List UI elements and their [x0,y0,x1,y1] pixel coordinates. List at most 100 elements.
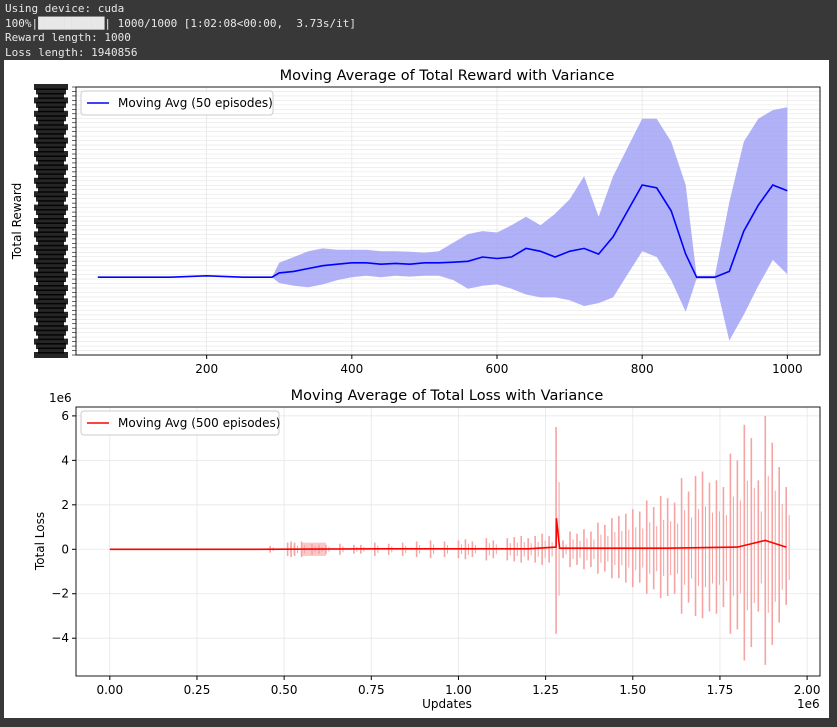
console-line: Loss length: 1940856 [5,45,138,59]
reward-y-tick-label-smudge [36,168,66,175]
reward-y-tick-label-smudge [38,307,64,314]
loss-legend: Moving Avg (500 episodes) [80,410,280,436]
reward-y-tick-label-smudge [38,253,64,260]
loss-y-tick-label: 4 [61,453,69,467]
reward-y-tick-label-smudge [38,347,64,354]
reward-y-tick-label-smudge [36,235,66,242]
loss-y-scale-label: 1e6 [49,391,72,405]
loss-y-ticks: −4 −2 0 2 4 6 [51,409,76,645]
reward-y-tick-label-smudge [36,249,66,256]
reward-y-tick-label-smudge [34,231,68,238]
loss-chart-title: Moving Average of Total Loss with Varian… [291,388,604,404]
reward-y-tick-label-smudge [34,325,68,332]
reward-y-tick-label-smudge [34,298,68,305]
reward-chart-title: Moving Average of Total Reward with Vari… [280,68,615,84]
loss-x-tick-label: 0.25 [184,683,211,697]
reward-x-tick-label: 600 [486,362,509,376]
reward-y-tick-label-smudge [36,142,66,149]
reward-y-tick-label-smudge [38,226,64,233]
reward-y-tick-label-smudge [34,311,68,318]
loss-y-tick-label: 2 [61,498,69,512]
reward-variance-band [97,107,788,341]
reward-y-tick-label-smudge [38,240,64,247]
reward-y-tick-label-smudge [34,84,68,90]
reward-y-tick-label-smudge [34,124,68,131]
loss-moving-average [109,518,787,551]
loss-x-tick-label: 1.75 [707,683,734,697]
reward-y-tick-label-smudge [34,151,68,157]
loss-x-scale-label: 1e6 [797,697,820,711]
reward-y-tick-label-smudge [36,343,66,350]
reward-moving-average-line [97,184,788,278]
loss-y-tick-label: −2 [51,587,69,601]
reward-y-tick-label-smudge [38,213,64,220]
console-line: Reward length: 1000 [5,31,131,45]
reward-y-tick-label-smudge [34,352,68,358]
loss-y-tick-label: −4 [51,631,69,645]
reward-y-tick-label-smudge [36,316,66,323]
reward-y-tick-label-smudge [36,329,66,336]
loss-x-tick-label: 1.25 [532,683,559,697]
reward-y-tick-label-smudge [38,200,64,207]
figure: Moving Average of Total Reward with Vari… [4,60,829,718]
reward-y-tick-label-smudge [38,334,64,341]
reward-y-tick-label-smudge [36,209,66,216]
reward-x-tick-label: 200 [195,362,218,376]
reward-y-tick-label-smudge [36,276,66,283]
reward-y-tick-label-smudge [34,204,68,211]
reward-y-tick-label-smudge [38,280,64,287]
loss-x-tick-label: 0.00 [96,683,123,697]
reward-x-tick-label: 800 [631,362,654,376]
reward-x-ticks: 200 400 600 800 1000 [195,355,803,376]
loss-plot-frame [75,406,821,677]
reward-y-tick-label-smudge [38,106,64,113]
reward-y-tick-label-smudge [36,128,66,135]
loss-x-ticks: 0.00 0.25 0.50 0.75 1.00 1.25 1.50 1.75 2.00 [96,676,820,697]
reward-y-tick-label-smudge [34,164,68,171]
reward-chart: Moving Average of Total Reward with Vari… [10,68,821,376]
charts-svg: Moving Average of Total Reward with Vari… [10,68,821,711]
reward-y-axis-label: Total Reward [10,183,24,261]
reward-y-tick-label-smudge [34,137,68,144]
reward-y-tick-label-smudge [38,173,64,180]
loss-x-tick-label: 0.50 [271,683,298,697]
reward-y-tick-label-smudge [36,115,66,122]
console-line: 100%|██████████| 1000/1000 [1:02:08<00:0… [5,16,356,30]
loss-x-tick-label: 1.50 [619,683,646,697]
reward-y-tick-label-smudge [38,146,64,153]
loss-plot-area [76,407,820,676]
reward-y-tick-label-smudge [34,244,68,251]
loss-x-tick-label: 1.00 [445,683,472,697]
reward-y-tick-label-smudge [38,119,64,126]
reward-legend-label: Moving Avg (50 episodes) [118,96,273,110]
reward-y-tick-label-smudge [34,218,68,224]
reward-y-tick-label-smudge [36,155,66,162]
loss-legend-box [80,410,280,436]
loss-moving-average-line [109,518,787,551]
reward-moving-average [97,184,788,278]
loss-y-tick-label: 0 [61,542,69,556]
console-output: Using device: cuda 100%|██████████| 1000… [0,0,837,60]
reward-y-tick-label-smudge [34,191,68,198]
reward-y-tick-label-smudge [34,177,68,184]
reward-y-tick-label-smudge [36,101,66,108]
console-line: Using device: cuda [5,2,125,15]
reward-grid [76,86,820,356]
reward-y-tick-label-smudge [36,222,66,229]
reward-y-tick-label-smudge [36,289,66,296]
loss-chart: Moving Average of Total Loss with Varian… [33,388,820,711]
reward-x-tick-label: 400 [340,362,363,376]
reward-y-tick-label-smudge [36,195,66,202]
reward-y-tick-label-smudge [38,159,64,166]
reward-x-tick-label: 1000 [772,362,803,376]
reward-y-tick-label-smudge [38,320,64,327]
reward-y-tick-label-smudge [34,285,68,291]
reward-y-tick-label-smudge [34,338,68,345]
loss-x-tick-label: 2.00 [794,683,821,697]
reward-y-tick-label-smudge [38,92,64,99]
loss-x-axis-label: Updates [422,697,472,711]
loss-y-axis-label: Total Loss [33,512,47,571]
reward-y-tick-label-smudge [34,258,68,265]
reward-variance-area [97,107,788,341]
reward-y-tick-label-smudge [38,133,64,140]
